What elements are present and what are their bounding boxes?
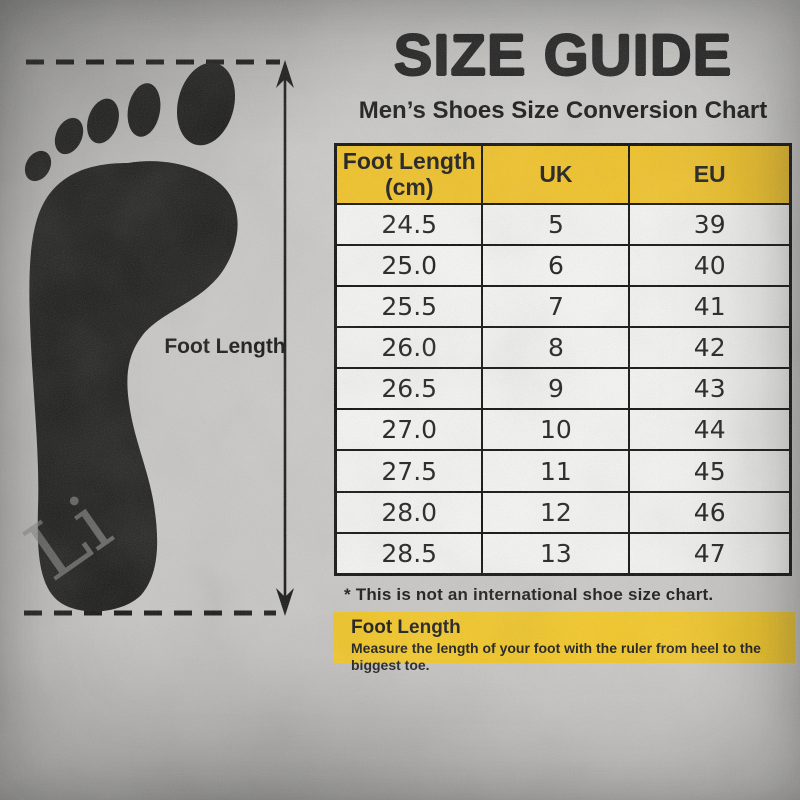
cell-foot-length: 27.0 bbox=[334, 408, 484, 452]
column-header-uk: UK bbox=[481, 143, 631, 205]
cell-eu: 44 bbox=[628, 408, 792, 452]
cell-foot-length: 26.5 bbox=[334, 367, 484, 411]
table-row: 24.5 5 39 bbox=[334, 202, 792, 247]
cell-eu: 40 bbox=[628, 244, 792, 288]
table-row: 27.0 10 44 bbox=[334, 408, 792, 452]
table-row: 27.5 11 45 bbox=[334, 449, 792, 493]
cell-eu: 46 bbox=[628, 490, 792, 534]
table-row: 28.5 13 47 bbox=[334, 531, 792, 576]
size-conversion-table: Foot Length (cm) UK EU 24.5 5 39 25.0 6 40 25.… bbox=[334, 143, 792, 576]
cell-uk: 8 bbox=[481, 326, 631, 370]
column-header-foot-length: Foot Length (cm) bbox=[334, 143, 484, 205]
cell-foot-length: 28.0 bbox=[334, 490, 484, 534]
cell-eu: 47 bbox=[628, 531, 792, 576]
cell-eu: 41 bbox=[628, 285, 792, 329]
page-title: SIZE GUIDE bbox=[393, 23, 733, 88]
foot-measurement-diagram: Foot Length Li bbox=[10, 59, 294, 616]
table-row: 25.5 7 41 bbox=[334, 285, 792, 329]
cell-uk: 9 bbox=[481, 367, 631, 411]
page-subtitle: Men’s Shoes Size Conversion Chart bbox=[358, 97, 768, 124]
cell-foot-length: 25.0 bbox=[334, 244, 484, 288]
cell-uk: 11 bbox=[481, 449, 631, 493]
table-row: 28.0 12 46 bbox=[334, 490, 792, 534]
cell-uk: 12 bbox=[481, 490, 631, 534]
footnote: * This is not an international shoe size… bbox=[344, 585, 714, 604]
footer-note-box: Foot Length Measure the length of your f… bbox=[333, 612, 795, 673]
cell-foot-length: 26.0 bbox=[334, 326, 484, 370]
cell-uk: 6 bbox=[481, 244, 631, 288]
column-header-eu: EU bbox=[628, 143, 792, 205]
cell-uk: 5 bbox=[481, 202, 631, 247]
table-row: 25.0 6 40 bbox=[334, 244, 792, 288]
cell-foot-length: 27.5 bbox=[334, 449, 484, 493]
cell-uk: 7 bbox=[481, 285, 631, 329]
table-header-row: Foot Length (cm) UK EU bbox=[334, 143, 792, 205]
cell-foot-length: 24.5 bbox=[334, 202, 484, 247]
cell-eu: 45 bbox=[628, 449, 792, 493]
cell-foot-length: 28.5 bbox=[334, 531, 484, 576]
foot-length-label: Foot Length bbox=[164, 335, 285, 358]
cell-uk: 10 bbox=[481, 408, 631, 452]
cell-uk: 13 bbox=[481, 531, 631, 576]
table-row: 26.5 9 43 bbox=[334, 367, 792, 411]
cell-foot-length: 25.5 bbox=[334, 285, 484, 329]
footer-note-title: Foot Length bbox=[351, 617, 461, 638]
table-row: 26.0 8 42 bbox=[334, 326, 792, 370]
cell-eu: 43 bbox=[628, 367, 792, 411]
footer-note-description: Measure the length of your foot with the… bbox=[351, 639, 761, 674]
cell-eu: 42 bbox=[628, 326, 792, 370]
cell-eu: 39 bbox=[628, 202, 792, 247]
